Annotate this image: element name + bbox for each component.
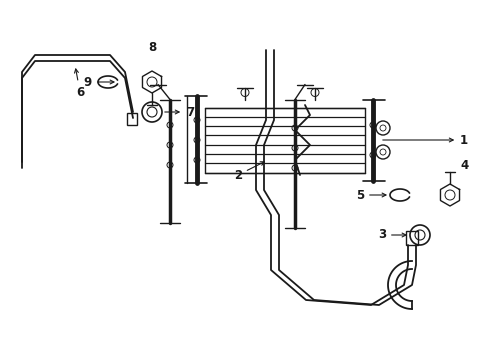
Text: 6: 6 bbox=[74, 69, 84, 99]
Text: 4: 4 bbox=[460, 158, 468, 171]
Text: 3: 3 bbox=[377, 229, 405, 242]
Text: 5: 5 bbox=[355, 189, 385, 202]
Bar bbox=[127, 113, 137, 125]
Text: 2: 2 bbox=[233, 162, 264, 181]
Bar bbox=[405, 231, 417, 245]
Text: 7: 7 bbox=[164, 105, 194, 118]
Text: 9: 9 bbox=[84, 76, 114, 89]
Text: 1: 1 bbox=[382, 134, 467, 147]
Text: 8: 8 bbox=[147, 41, 156, 54]
